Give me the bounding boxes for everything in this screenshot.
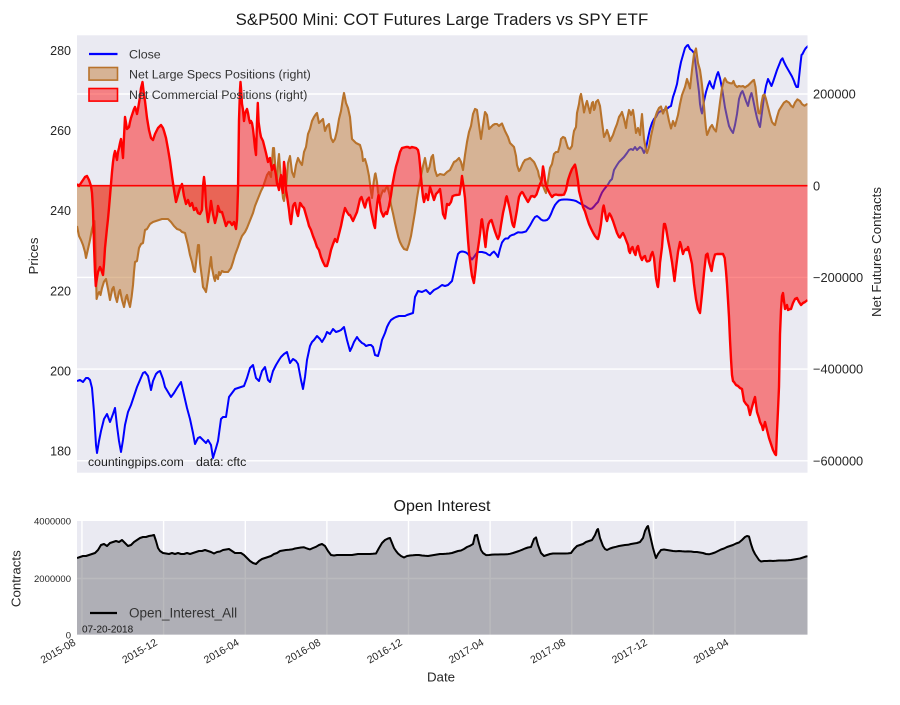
svg-text:2000000: 2000000 (34, 574, 71, 585)
svg-text:S&P500 Mini: COT Futures Large: S&P500 Mini: COT Futures Large Traders v… (236, 10, 649, 29)
svg-text:Open Interest: Open Interest (394, 498, 492, 515)
svg-text:Open_Interest_All: Open_Interest_All (129, 606, 237, 621)
svg-text:−600000: −600000 (813, 453, 863, 468)
svg-text:200: 200 (50, 364, 71, 378)
svg-text:Prices: Prices (26, 237, 41, 274)
svg-text:240: 240 (50, 204, 71, 218)
svg-text:Close: Close (129, 48, 161, 62)
svg-text:220: 220 (50, 284, 71, 298)
svg-text:data: cftc: data: cftc (196, 455, 246, 469)
svg-text:Net Commercial Positions (righ: Net Commercial Positions (right) (129, 88, 307, 102)
svg-text:0: 0 (66, 630, 71, 641)
svg-text:Date: Date (427, 670, 455, 685)
svg-text:07-20-2018: 07-20-2018 (82, 625, 134, 636)
svg-text:−400000: −400000 (813, 362, 863, 377)
svg-text:200000: 200000 (813, 87, 856, 102)
svg-text:0: 0 (813, 178, 820, 193)
svg-text:countingpips.com: countingpips.com (88, 455, 184, 469)
svg-text:4000000: 4000000 (34, 517, 71, 528)
svg-text:Net Large Specs Positions (rig: Net Large Specs Positions (right) (129, 67, 311, 81)
svg-text:Net Futures Contracts: Net Futures Contracts (869, 187, 884, 317)
svg-text:−200000: −200000 (813, 270, 863, 285)
svg-text:260: 260 (50, 124, 71, 138)
svg-text:280: 280 (50, 44, 71, 58)
svg-text:Contracts: Contracts (9, 550, 24, 607)
svg-text:180: 180 (50, 445, 71, 459)
